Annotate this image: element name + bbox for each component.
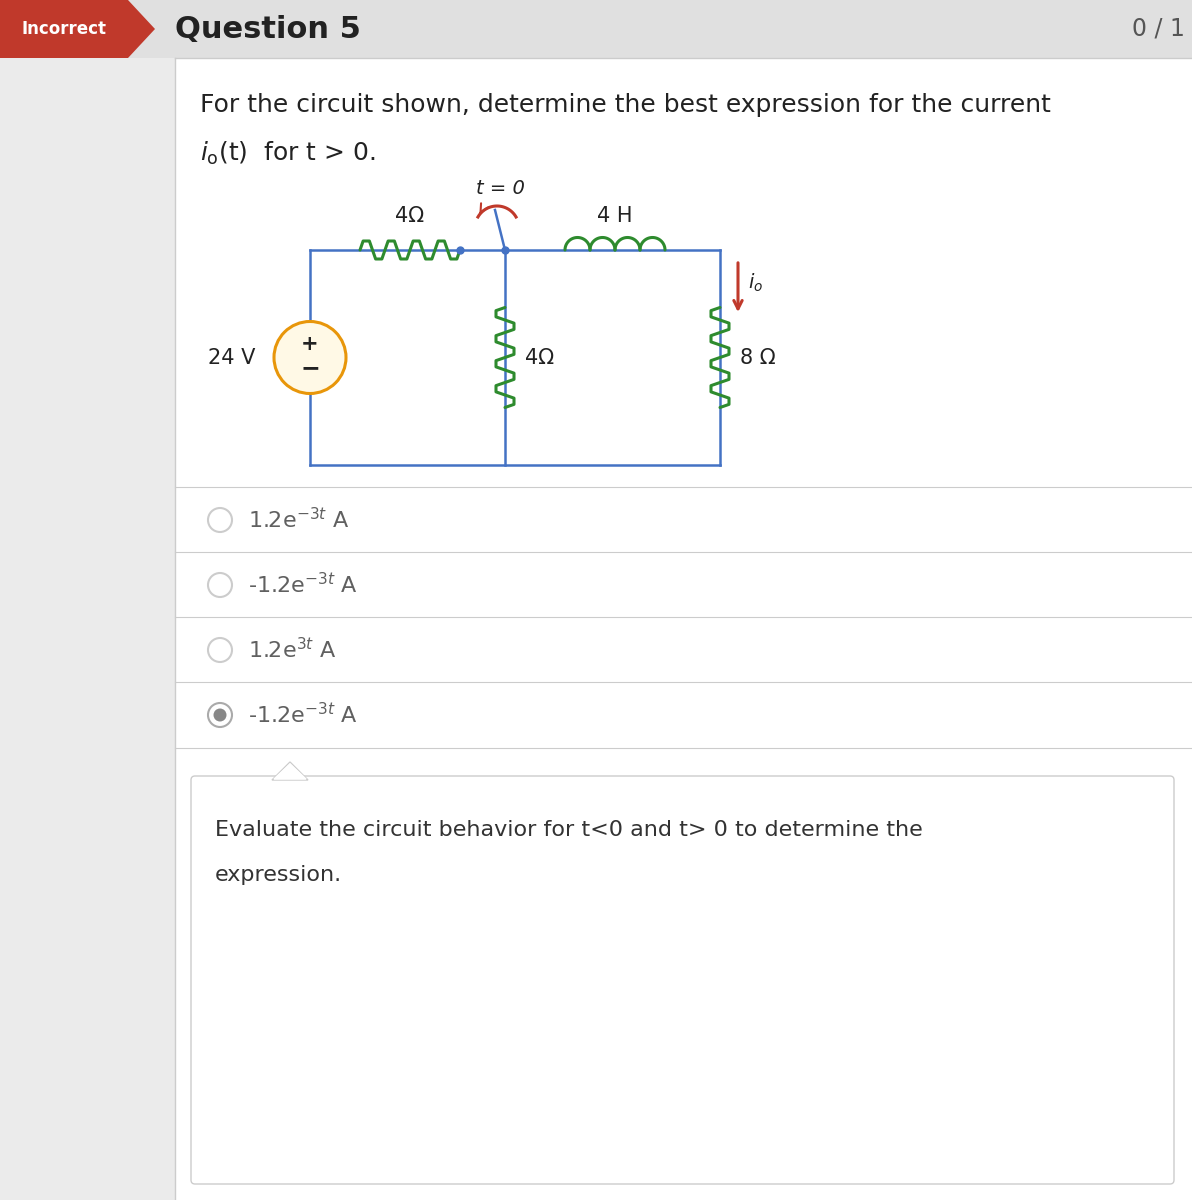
Text: 1.2e$^{3t}$ A: 1.2e$^{3t}$ A <box>248 637 337 662</box>
Circle shape <box>207 703 232 727</box>
Circle shape <box>207 638 232 662</box>
Polygon shape <box>0 0 155 58</box>
Text: t = 0: t = 0 <box>476 179 524 198</box>
Text: -1.2e$^{-3t}$ A: -1.2e$^{-3t}$ A <box>248 702 358 727</box>
Circle shape <box>213 708 226 721</box>
Text: 0 / 1: 0 / 1 <box>1132 17 1185 41</box>
Text: 8 Ω: 8 Ω <box>740 348 776 367</box>
Text: 4 H: 4 H <box>597 206 633 226</box>
Circle shape <box>207 572 232 596</box>
Text: Question 5: Question 5 <box>175 14 361 43</box>
Polygon shape <box>272 762 308 780</box>
Circle shape <box>274 322 346 394</box>
Text: $i_{\mathrm{o}}$(t)  for t > 0.: $i_{\mathrm{o}}$(t) for t > 0. <box>200 139 375 167</box>
Text: expression.: expression. <box>215 865 342 886</box>
Text: For the circuit shown, determine the best expression for the current: For the circuit shown, determine the bes… <box>200 92 1051 116</box>
Circle shape <box>207 508 232 532</box>
Text: 4Ω: 4Ω <box>396 206 424 226</box>
FancyBboxPatch shape <box>0 0 1192 58</box>
Polygon shape <box>274 764 306 779</box>
Text: 4Ω: 4Ω <box>524 348 554 367</box>
FancyBboxPatch shape <box>191 776 1174 1184</box>
Text: 24 V: 24 V <box>207 348 255 367</box>
Text: Incorrect: Incorrect <box>21 20 106 38</box>
FancyBboxPatch shape <box>0 58 175 1200</box>
Text: $i_o$: $i_o$ <box>749 271 763 294</box>
Text: -1.2e$^{-3t}$ A: -1.2e$^{-3t}$ A <box>248 572 358 598</box>
Text: 1.2e$^{-3t}$ A: 1.2e$^{-3t}$ A <box>248 508 349 533</box>
Text: −: − <box>300 356 319 380</box>
Text: +: + <box>302 335 318 354</box>
Text: Evaluate the circuit behavior for t<0 and t> 0 to determine the: Evaluate the circuit behavior for t<0 an… <box>215 820 923 840</box>
FancyBboxPatch shape <box>175 58 1192 1200</box>
